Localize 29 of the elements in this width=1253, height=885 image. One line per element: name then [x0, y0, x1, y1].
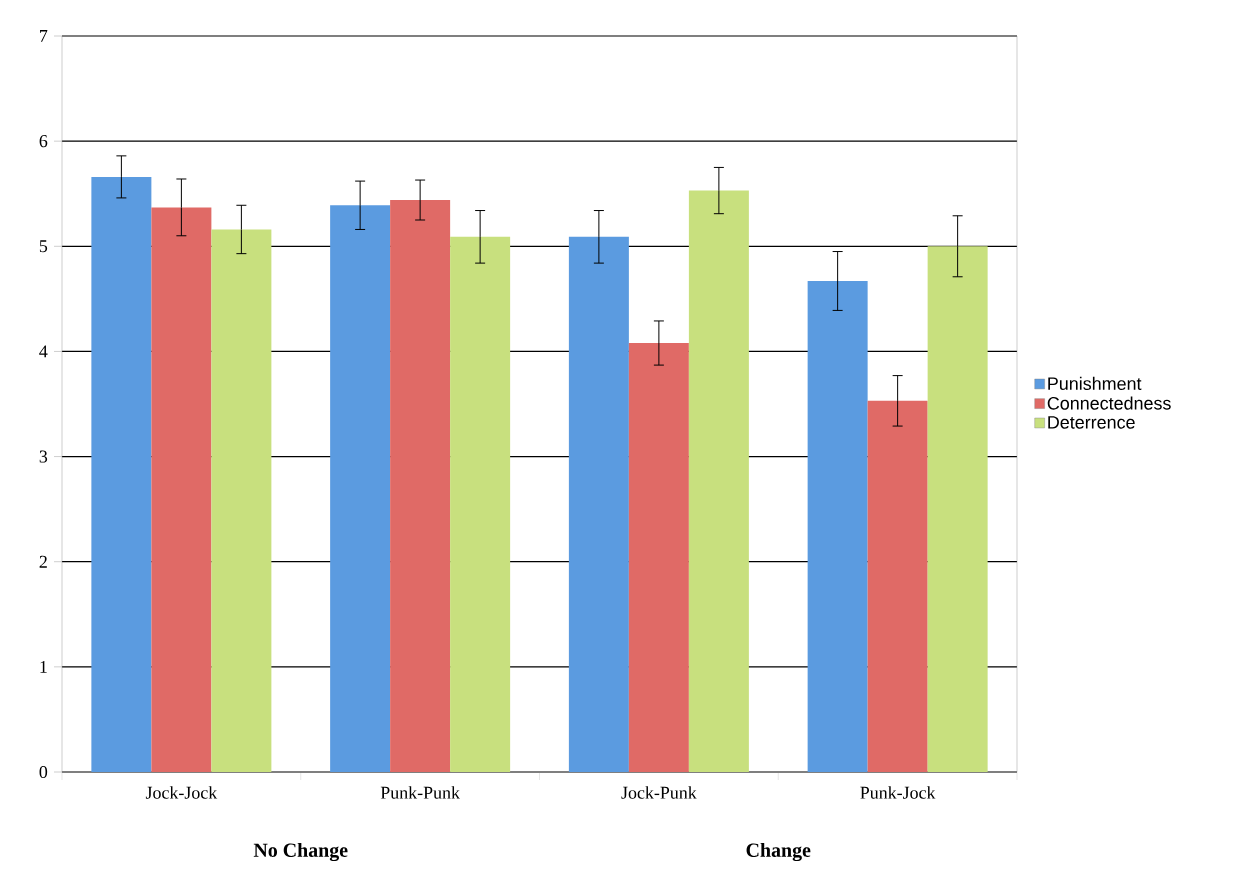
bar: [330, 205, 391, 772]
y-tick-label: 3: [39, 450, 48, 463]
y-tick-label: 0: [39, 765, 48, 779]
bar: [211, 229, 272, 772]
x-tick-label: Jock-Punk: [621, 786, 697, 799]
y-tick-label: 7: [40, 30, 48, 42]
legend-label: Connectedness: [1047, 396, 1171, 410]
bar: [450, 236, 511, 772]
bar: [151, 207, 212, 772]
y-tick-label: 5: [39, 240, 48, 253]
bar: [807, 280, 868, 772]
y-tick-label: 6: [39, 135, 48, 148]
bar: [568, 236, 629, 772]
bar: [688, 190, 749, 772]
x-tick-label: Punk-Punk: [380, 786, 460, 799]
y-tick-label: 4: [39, 345, 48, 358]
bar: [927, 246, 988, 772]
y-tick-label: 1: [40, 660, 47, 673]
bar: [628, 343, 689, 772]
bar: [390, 200, 451, 772]
legend-label: Deterrence: [1048, 416, 1135, 429]
legend-label: Punishment: [1048, 376, 1142, 390]
x-tick-label: Punk-Jock: [860, 786, 936, 799]
bar: [91, 176, 152, 772]
x-tick-label: Jock-Jock: [145, 786, 218, 799]
bar: [867, 400, 928, 772]
y-tick-label: 2: [39, 555, 47, 568]
text: Change: [746, 842, 811, 862]
text: No Change: [253, 842, 348, 862]
